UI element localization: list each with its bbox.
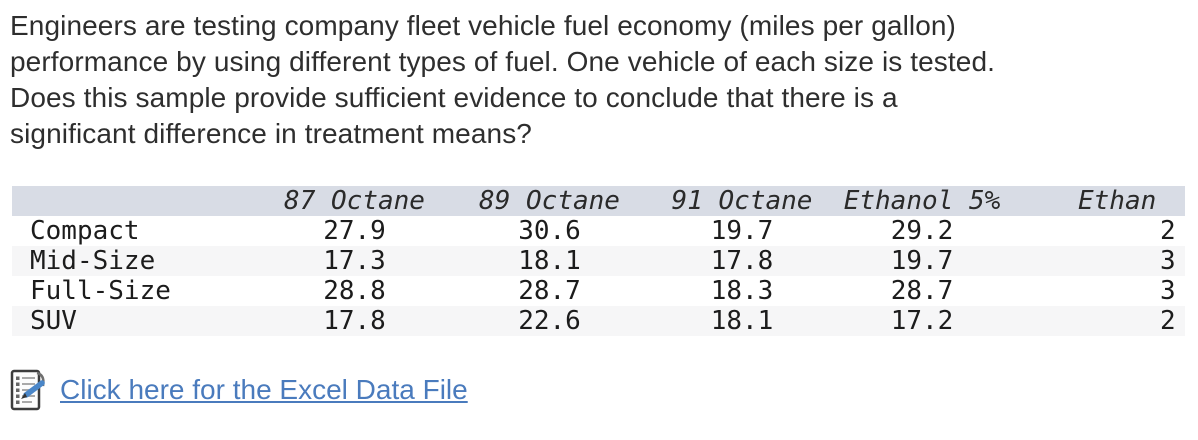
fuel-economy-table: 87 Octane 89 Octane 91 Octane Ethanol 5%… (12, 186, 1185, 336)
excel-link-row: Click here for the Excel Data File (8, 368, 1198, 412)
row-label: Compact (30, 216, 140, 246)
data-table-viewport: 87 Octane 89 Octane 91 Octane Ethanol 5%… (12, 186, 1185, 336)
excel-data-file-icon (8, 368, 48, 412)
cell: 18.1 (710, 306, 774, 336)
question-line: significant difference in treatment mean… (10, 118, 532, 149)
cell: 17.8 (323, 306, 386, 336)
table-row-mid-size: Mid-Size 17.3 18.1 17.8 19.7 3 (12, 246, 1185, 276)
table-header-row: 87 Octane 89 Octane 91 Octane Ethanol 5%… (12, 186, 1185, 216)
column-header-blank (12, 186, 257, 216)
cell-truncated: 2 (1160, 216, 1176, 246)
cell-truncated: 3 (1160, 246, 1176, 276)
question-line: Does this sample provide sufficient evid… (10, 82, 898, 113)
cell: 22.6 (518, 306, 581, 336)
cell: 17.8 (710, 246, 774, 276)
cell: 28.8 (323, 276, 386, 306)
question-line: performance by using different types of … (10, 46, 996, 77)
cell: 19.7 (710, 216, 774, 246)
table-row-compact: Compact 27.9 30.6 19.7 29.2 2 (12, 216, 1185, 246)
row-label: SUV (30, 306, 77, 336)
table-row-full-size: Full-Size 28.8 28.7 18.3 28.7 3 (12, 276, 1185, 306)
cell: 30.6 (518, 216, 581, 246)
question-text: Engineers are testing company fleet vehi… (0, 0, 1198, 152)
column-header-91-octane: 91 Octane (671, 186, 813, 216)
cell: 19.7 (890, 246, 954, 276)
cell: 18.3 (710, 276, 774, 306)
column-header-89-octane: 89 Octane (479, 186, 620, 216)
cell: 17.2 (890, 306, 954, 336)
row-label: Mid-Size (30, 246, 156, 276)
cell: 17.3 (323, 246, 386, 276)
column-header-ethanol-5: Ethanol 5% (843, 186, 1001, 216)
cell: 27.9 (323, 216, 386, 246)
excel-data-file-link[interactable]: Click here for the Excel Data File (60, 374, 468, 405)
cell: 18.1 (518, 246, 581, 276)
question-line: Engineers are testing company fleet vehi… (10, 10, 956, 41)
cell: 29.2 (890, 216, 954, 246)
row-label: Full-Size (30, 276, 171, 306)
table-row-suv: SUV 17.8 22.6 18.1 17.2 2 (12, 306, 1185, 336)
cell-truncated: 2 (1160, 306, 1176, 336)
column-header-87-octane: 87 Octane (284, 186, 425, 216)
cell-truncated: 3 (1160, 276, 1176, 306)
cell: 28.7 (518, 276, 581, 306)
column-header-ethanol-truncated: Ethan (1078, 186, 1157, 216)
cell: 28.7 (890, 276, 954, 306)
